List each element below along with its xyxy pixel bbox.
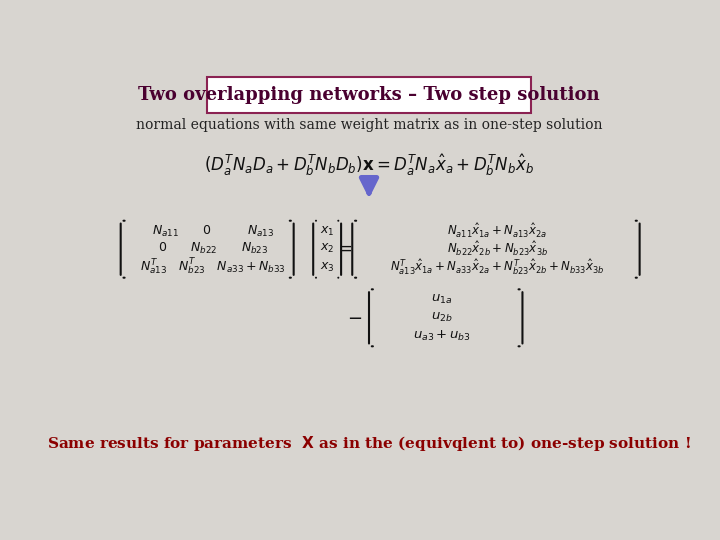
Text: $N_{b22}\hat{x}_{2b} + N_{b23}\hat{x}_{3b}$: $N_{b22}\hat{x}_{2b} + N_{b23}\hat{x}_{3… <box>447 240 548 258</box>
FancyArrowPatch shape <box>361 178 377 193</box>
Text: $N_{a11}\hat{x}_{1a} + N_{a13}\hat{x}_{2a}$: $N_{a11}\hat{x}_{1a} + N_{a13}\hat{x}_{2… <box>447 222 547 240</box>
Text: $N_{a11} \quad\quad 0 \qquad\quad N_{a13}$: $N_{a11} \quad\quad 0 \qquad\quad N_{a13… <box>152 224 274 239</box>
Text: Same results for parameters  $\mathbf{X}$ as in the (equivqlent to) one-step sol: Same results for parameters $\mathbf{X}$… <box>47 434 691 453</box>
Text: Two overlapping networks – Two step solution: Two overlapping networks – Two step solu… <box>138 86 600 104</box>
Text: $u_{1a}$: $u_{1a}$ <box>431 293 452 306</box>
Text: $0 \quad\quad N_{b22} \quad\quad N_{b23}$: $0 \quad\quad N_{b22} \quad\quad N_{b23}… <box>158 241 268 256</box>
Text: $x_1$: $x_1$ <box>320 225 334 238</box>
FancyBboxPatch shape <box>207 77 531 113</box>
Text: $u_{2b}$: $u_{2b}$ <box>431 310 452 324</box>
Text: $N_{a13}^T\hat{x}_{1a} + N_{a33}\hat{x}_{2a} + N_{b23}^T\hat{x}_{2b} + N_{b33}\h: $N_{a13}^T\hat{x}_{1a} + N_{a33}\hat{x}_… <box>390 258 605 277</box>
Text: $x_2$: $x_2$ <box>320 242 334 255</box>
Text: $-$: $-$ <box>348 308 363 326</box>
Text: $x_3$: $x_3$ <box>320 261 335 274</box>
Text: $u_{a3} + u_{b3}$: $u_{a3} + u_{b3}$ <box>413 329 471 343</box>
Text: $=$: $=$ <box>336 240 353 257</box>
Text: $(D_a^T N_a D_a + D_b^T N_b D_b)\mathbf{x} = D_a^T N_a \hat{x}_a + D_b^T N_b \ha: $(D_a^T N_a D_a + D_b^T N_b D_b)\mathbf{… <box>204 153 534 178</box>
Text: normal equations with same weight matrix as in one-step solution: normal equations with same weight matrix… <box>136 118 602 132</box>
Text: $N_{a13}^T \quad N_{b23}^T \quad N_{a33}+N_{b33}$: $N_{a13}^T \quad N_{b23}^T \quad N_{a33}… <box>140 257 286 278</box>
